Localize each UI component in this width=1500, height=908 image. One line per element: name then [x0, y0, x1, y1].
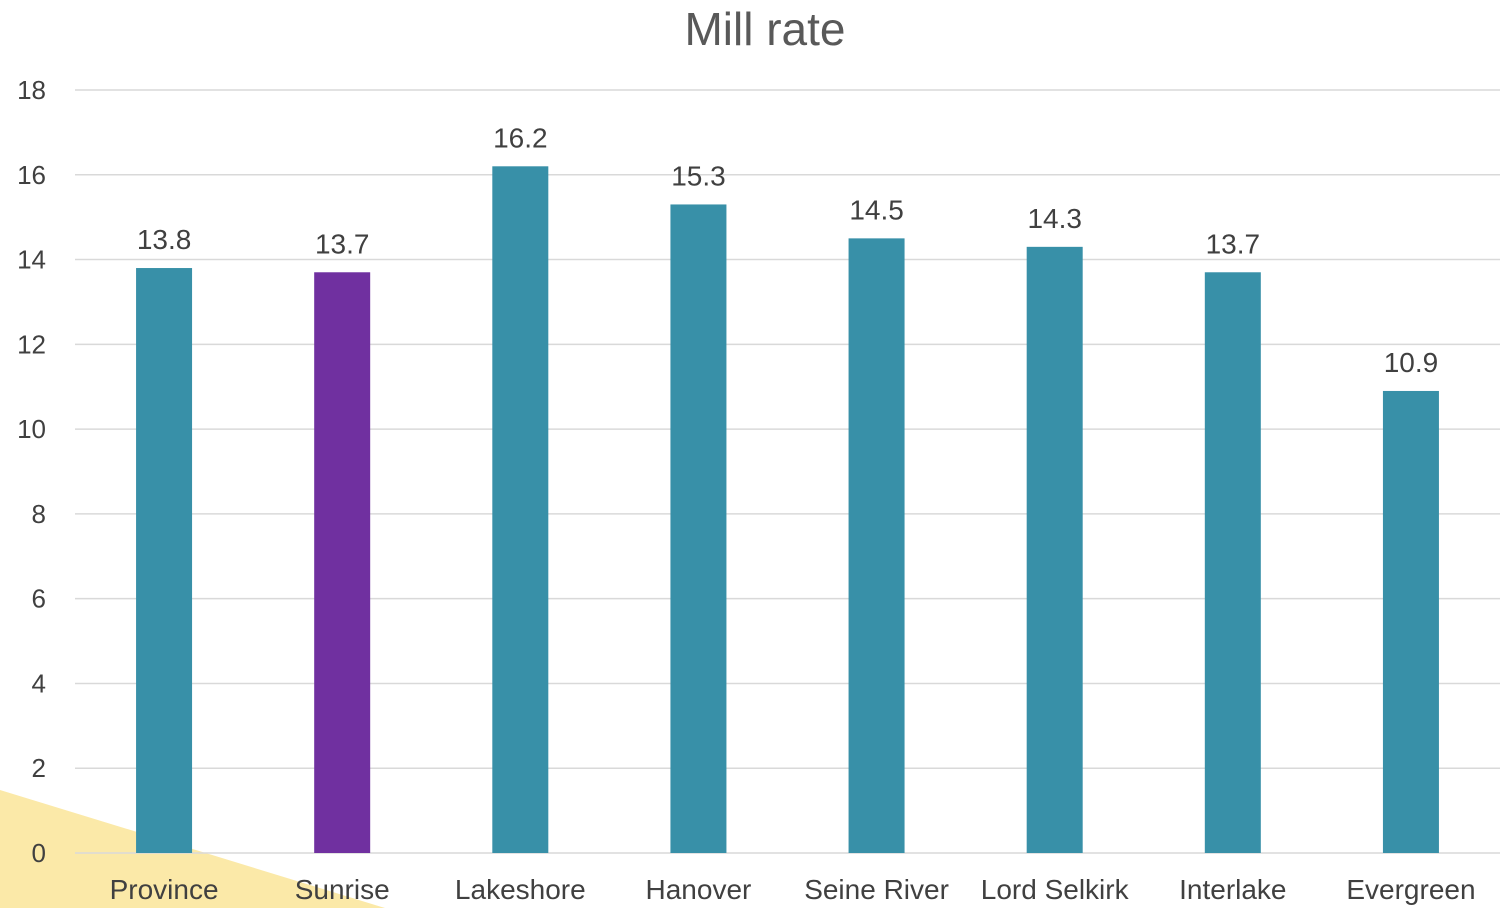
data-label: 10.9	[1384, 347, 1439, 378]
y-tick-label: 4	[32, 668, 46, 698]
y-tick-label: 8	[32, 499, 46, 529]
bar-hanover	[670, 204, 727, 853]
x-category-label: Evergreen	[1346, 874, 1475, 905]
corner-decoration	[0, 790, 385, 908]
x-category-label: Province	[110, 874, 219, 905]
data-label: 14.5	[849, 194, 904, 225]
x-category-label: Hanover	[646, 874, 752, 905]
bar-sunrise	[314, 272, 371, 853]
y-tick-label: 6	[32, 584, 46, 614]
bar-evergreen	[1382, 390, 1439, 853]
x-axis-categories: Province Sunrise Lakeshore Hanover Seine Riv…	[110, 874, 1476, 905]
data-label: 16.2	[493, 122, 548, 153]
x-category-label: Sunrise	[295, 874, 390, 905]
data-label: 13.7	[1206, 228, 1261, 259]
y-tick-label: 18	[17, 75, 46, 105]
data-label: 15.3	[671, 160, 726, 191]
y-tick-label: 0	[32, 838, 46, 868]
data-label: 14.3	[1027, 203, 1082, 234]
bar-lord-selkirk	[1026, 246, 1083, 854]
data-label: 13.8	[137, 224, 192, 255]
bar-seine-river	[848, 238, 905, 854]
gridlines	[75, 89, 1500, 854]
x-category-label: Seine River	[804, 874, 949, 905]
x-category-label: Lord Selkirk	[981, 874, 1130, 905]
x-category-label: Lakeshore	[455, 874, 586, 905]
y-tick-label: 14	[17, 245, 46, 275]
bar-interlake	[1204, 272, 1261, 853]
y-tick-label: 12	[17, 329, 46, 359]
y-tick-label: 2	[32, 753, 46, 783]
chart-title: Mill rate	[684, 3, 845, 55]
y-tick-label: 10	[17, 414, 46, 444]
bar-province	[136, 268, 193, 853]
data-label: 13.7	[315, 228, 370, 259]
x-category-label: Interlake	[1179, 874, 1286, 905]
bar-lakeshore	[492, 166, 549, 854]
y-tick-label: 16	[17, 160, 46, 190]
bars	[136, 166, 1439, 854]
data-labels: 13.8 13.7 16.2 15.3 14.5 14.3 13.7 10.9	[137, 122, 1438, 378]
y-axis-ticks: 0 2 4 6 8 10 12 14 16 18	[17, 75, 46, 868]
